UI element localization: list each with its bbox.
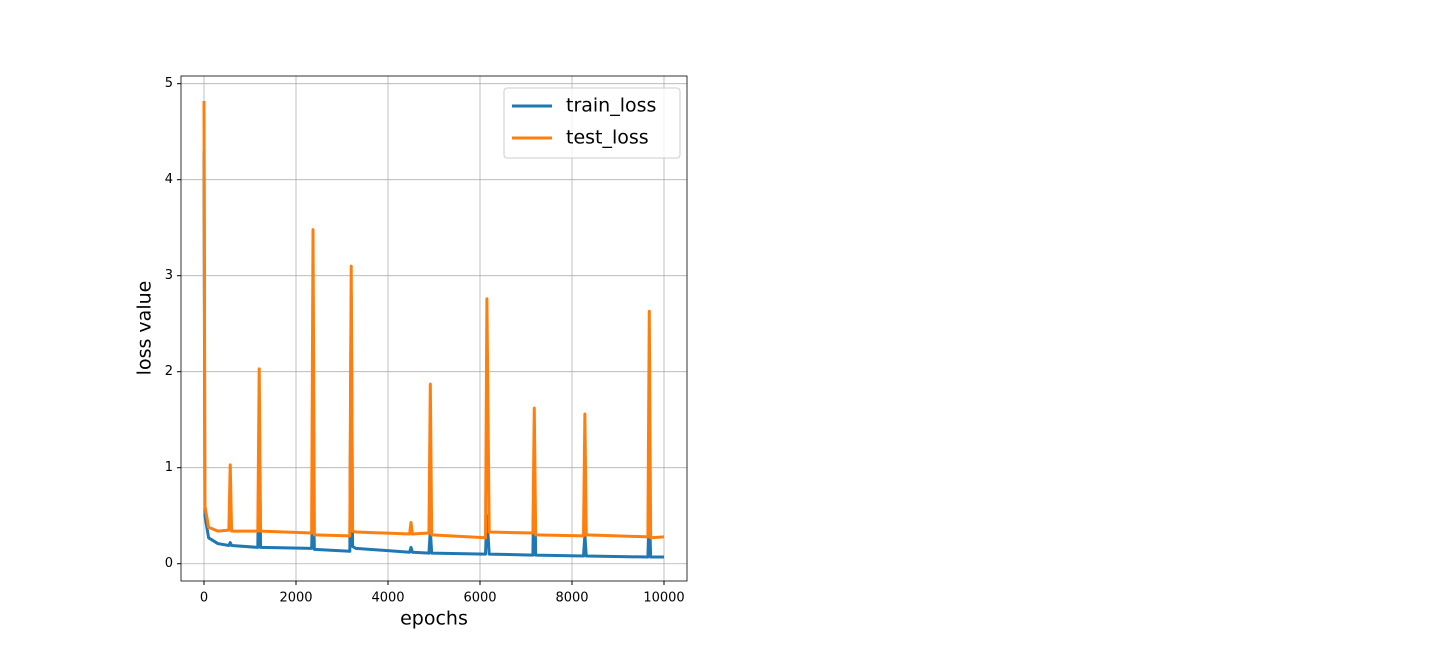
x-tick-label: 2000 — [279, 591, 312, 606]
plot-frame — [180, 75, 688, 582]
y-tick-label: 2 — [165, 364, 173, 379]
x-tick-label: 6000 — [463, 591, 496, 606]
y-axis-label: loss value — [134, 281, 156, 376]
x-tick-label: 4000 — [371, 591, 404, 606]
x-tick-label: 10000 — [643, 591, 684, 606]
y-tick-label: 4 — [165, 172, 173, 187]
x-tick-label: 8000 — [555, 591, 588, 606]
series-line — [202, 100, 665, 540]
y-tick-label: 3 — [165, 268, 173, 283]
y-tick-label: 5 — [165, 76, 173, 91]
y-tick-label: 0 — [165, 556, 173, 571]
legend-label: test_loss — [566, 127, 649, 149]
x-tick-label: 0 — [200, 591, 208, 606]
x-axis-label: epochs — [400, 608, 468, 630]
series-line — [202, 150, 664, 559]
legend-label: train_loss — [566, 95, 656, 117]
y-tick-label: 1 — [165, 460, 173, 475]
